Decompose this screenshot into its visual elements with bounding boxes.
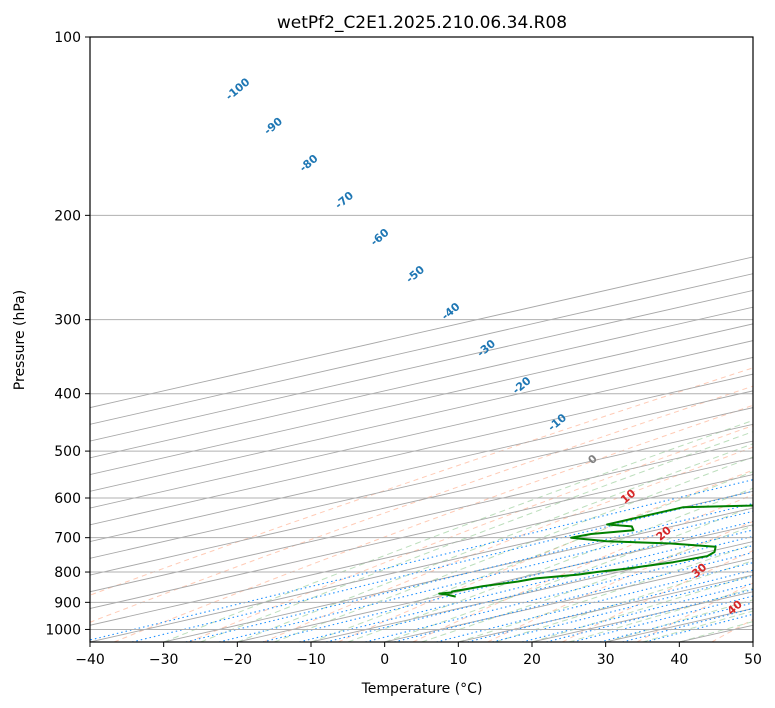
- chart-title: wetPf2_C2E1.2025.210.06.34.R08: [277, 13, 567, 33]
- series-layer: [438, 504, 753, 598]
- plot-frame: [89, 36, 754, 643]
- y-tick-label: 600: [54, 491, 81, 507]
- isotherm-line: [90, 407, 753, 559]
- x-tick-label: −10: [296, 652, 326, 668]
- isotherm-line: [90, 390, 753, 543]
- isotherm-line: [90, 306, 753, 459]
- isotherm-line: [90, 490, 753, 642]
- mixing-ratio-line: [90, 479, 753, 641]
- isotherm-line: [90, 256, 753, 409]
- y-tick-label: 1000: [45, 622, 81, 638]
- x-tick-label: −20: [223, 652, 253, 668]
- x-tick-label: 30: [597, 652, 615, 668]
- dry-adiabat-line: [113, 404, 753, 642]
- dewpoint-profile-line: [438, 504, 753, 598]
- y-tick-label: 800: [54, 565, 81, 581]
- x-tick-label: 20: [523, 652, 541, 668]
- x-tick-label: −40: [75, 652, 105, 668]
- moist-adiabat-line: [495, 560, 753, 642]
- x-axis-label: Temperature (°C): [361, 681, 483, 697]
- y-axis-label: Pressure (hPa): [12, 290, 28, 390]
- moist-adiabat-line: [531, 574, 753, 642]
- moist-adiabat-line: [384, 505, 753, 642]
- isotherm-line: [90, 289, 753, 442]
- mixing-ratio-line: [436, 562, 753, 642]
- axis-layer: −40 −30 −20 −10 0 10 20 30 40 50 100 200 300 400 500 60…: [45, 30, 762, 668]
- dry-adiabat-line: [562, 550, 753, 642]
- y-tick-label: 300: [54, 313, 81, 329]
- x-tick-label: 0: [380, 652, 389, 668]
- y-tick-label: 500: [54, 444, 81, 460]
- y-tick-label: 100: [54, 30, 81, 46]
- y-tick-label: 900: [54, 595, 81, 611]
- mixing-ratio-line: [262, 520, 753, 642]
- dry-adiabat-line: [188, 425, 753, 642]
- x-tick-label: −30: [149, 652, 179, 668]
- mixing-ratio-line: [467, 569, 753, 642]
- isotherm-line: [90, 440, 753, 593]
- mixing-ratio-line: [365, 545, 753, 642]
- isotherm-line: [90, 323, 753, 476]
- mixing-ratio-line: [131, 490, 753, 642]
- y-tick-label: 200: [54, 208, 81, 224]
- moist-adiabat-line: [163, 419, 753, 642]
- isotherm-line: [90, 423, 753, 576]
- x-tick-label: 10: [449, 652, 467, 668]
- y-tick-label: 400: [54, 387, 81, 403]
- moist-adiabat-line: [200, 431, 753, 642]
- mixing-ratio-line: [394, 551, 753, 642]
- isotherm-line: [90, 273, 753, 425]
- mixing-ratio-line: [492, 575, 753, 642]
- moist-adiabat-line: [237, 443, 753, 642]
- dry-adiabat-line: [412, 494, 753, 642]
- x-tick-label: 50: [744, 652, 762, 668]
- isotherm-line: [90, 457, 753, 609]
- isotherm-line: [237, 524, 753, 642]
- y-tick-label: 700: [54, 531, 81, 547]
- isotherm-line: [90, 474, 753, 626]
- x-tick-label: 40: [670, 652, 688, 668]
